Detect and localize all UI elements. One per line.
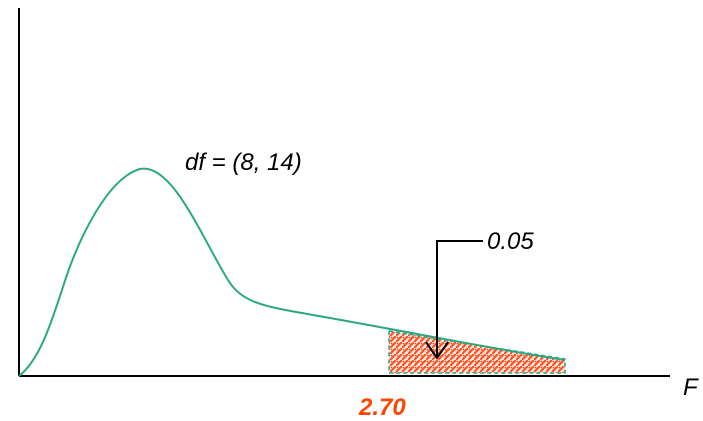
area-pointer-line bbox=[436, 240, 483, 358]
rejection-region bbox=[388, 330, 566, 374]
f-density-curve bbox=[18, 167, 566, 377]
critical-value-label: 2.70 bbox=[358, 394, 406, 421]
x-axis-label: F bbox=[683, 374, 699, 401]
arrowhead-icon bbox=[425, 341, 449, 360]
area-label: 0.05 bbox=[487, 228, 534, 255]
df-label: df = (8, 14) bbox=[185, 149, 302, 176]
